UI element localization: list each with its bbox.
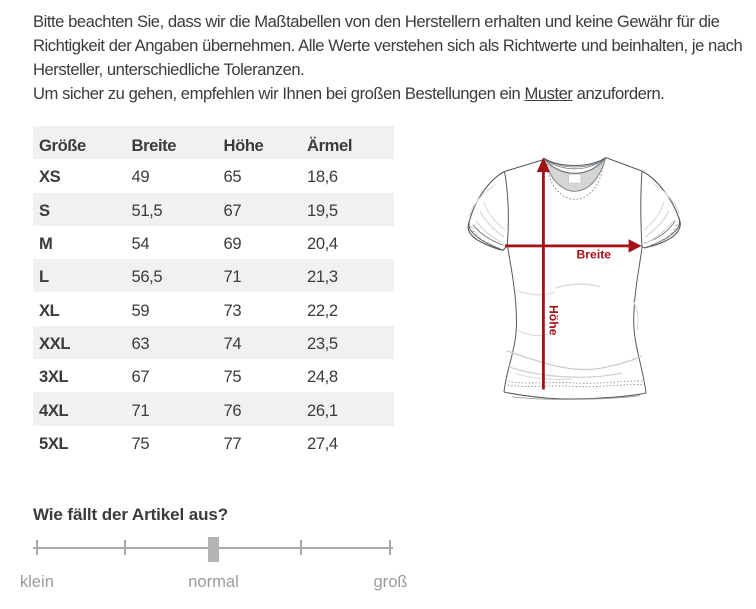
svg-text:Höhe: Höhe [547,305,561,336]
svg-text:Breite: Breite [577,248,612,262]
